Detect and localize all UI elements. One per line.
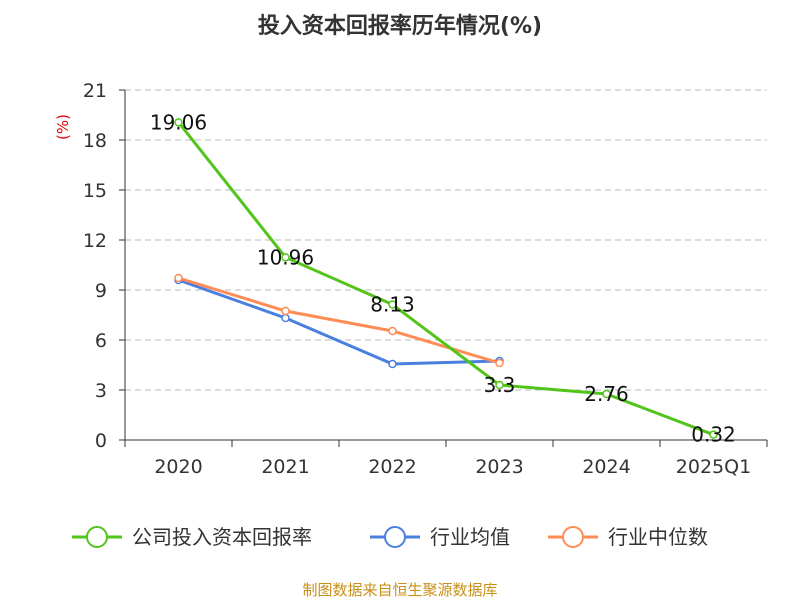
- data-point: [495, 358, 504, 368]
- y-tick-label: 0: [95, 430, 107, 452]
- data-point: [388, 300, 397, 309]
- y-tick-label: 3: [95, 380, 107, 402]
- x-tick-label: 2021: [261, 456, 309, 478]
- data-point: [388, 359, 397, 369]
- data-label: 8.13: [370, 293, 415, 317]
- y-tick-label: 6: [95, 330, 107, 352]
- y-axis-label: (%): [54, 114, 72, 140]
- y-tick-label: 18: [83, 130, 107, 152]
- series-line: [177, 278, 500, 366]
- legend-marker: [384, 526, 406, 548]
- data-point: [602, 389, 611, 399]
- legend-label: 行业均值: [430, 525, 510, 549]
- data-label: 19.06: [150, 110, 207, 134]
- data-point: [281, 313, 290, 323]
- series-line: [177, 121, 715, 437]
- chart-title: 投入资本回报率历年情况(%): [258, 13, 542, 39]
- legend-label: 行业中位数: [608, 525, 708, 549]
- data-label: 2.76: [584, 382, 629, 406]
- series-line: [178, 276, 500, 365]
- data-label: 3.3: [484, 373, 516, 397]
- data-point: [388, 326, 397, 336]
- x-tick-label: 2023: [475, 456, 523, 478]
- y-tick-label: 12: [83, 230, 107, 252]
- x-tick-label: 2025Q1: [676, 456, 751, 478]
- legend-label: 公司投入资本回报率: [132, 525, 312, 549]
- data-label: 0.32: [691, 423, 736, 447]
- data-point: [709, 430, 718, 439]
- x-tick-label: 2024: [582, 456, 630, 478]
- source-note: 制图数据来自恒生聚源数据库: [302, 581, 497, 599]
- data-point: [174, 118, 183, 127]
- x-tick-label: 2020: [154, 456, 202, 478]
- data-point: [281, 306, 290, 316]
- x-tick-label: 2022: [368, 456, 416, 478]
- legend-marker: [86, 526, 108, 548]
- legend-marker: [562, 526, 584, 548]
- y-tick-label: 9: [95, 280, 107, 302]
- y-tick-label: 21: [83, 80, 107, 102]
- data-point: [174, 273, 183, 283]
- data-point: [495, 380, 504, 390]
- data-label: 10.96: [257, 245, 314, 269]
- y-tick-label: 15: [83, 180, 107, 202]
- data-point: [281, 253, 290, 262]
